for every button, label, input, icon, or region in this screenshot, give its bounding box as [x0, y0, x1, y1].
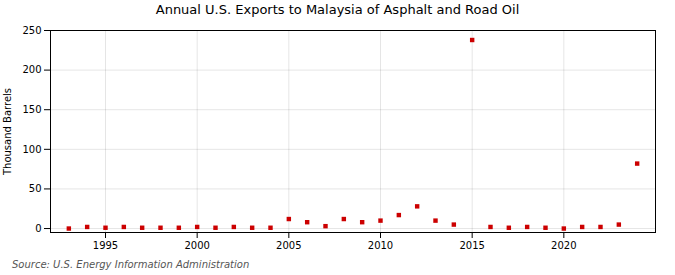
svg-text:2010: 2010 [368, 240, 393, 251]
svg-text:2005: 2005 [276, 240, 301, 251]
svg-text:2015: 2015 [459, 240, 484, 251]
html-text:Source: U.S. Energy Informatio: Source: U.S. Energy Information Administ… [12, 259, 250, 270]
svg-text:Thousand Barrels: Thousand Barrels [2, 88, 13, 176]
svg-text:50: 50 [29, 183, 42, 194]
svg-text:100: 100 [22, 144, 41, 155]
svg-text:150: 150 [22, 104, 41, 115]
svg-text:1995: 1995 [93, 240, 118, 251]
svg-text:2000: 2000 [184, 240, 209, 251]
html-text:Annual U.S. Exports to Malaysi: Annual U.S. Exports to Malaysia of Aspha… [155, 2, 520, 17]
svg-text:200: 200 [22, 64, 41, 75]
svg-text:250: 250 [22, 25, 41, 36]
svg-text:0: 0 [35, 223, 41, 234]
svg-text:2020: 2020 [551, 240, 576, 251]
